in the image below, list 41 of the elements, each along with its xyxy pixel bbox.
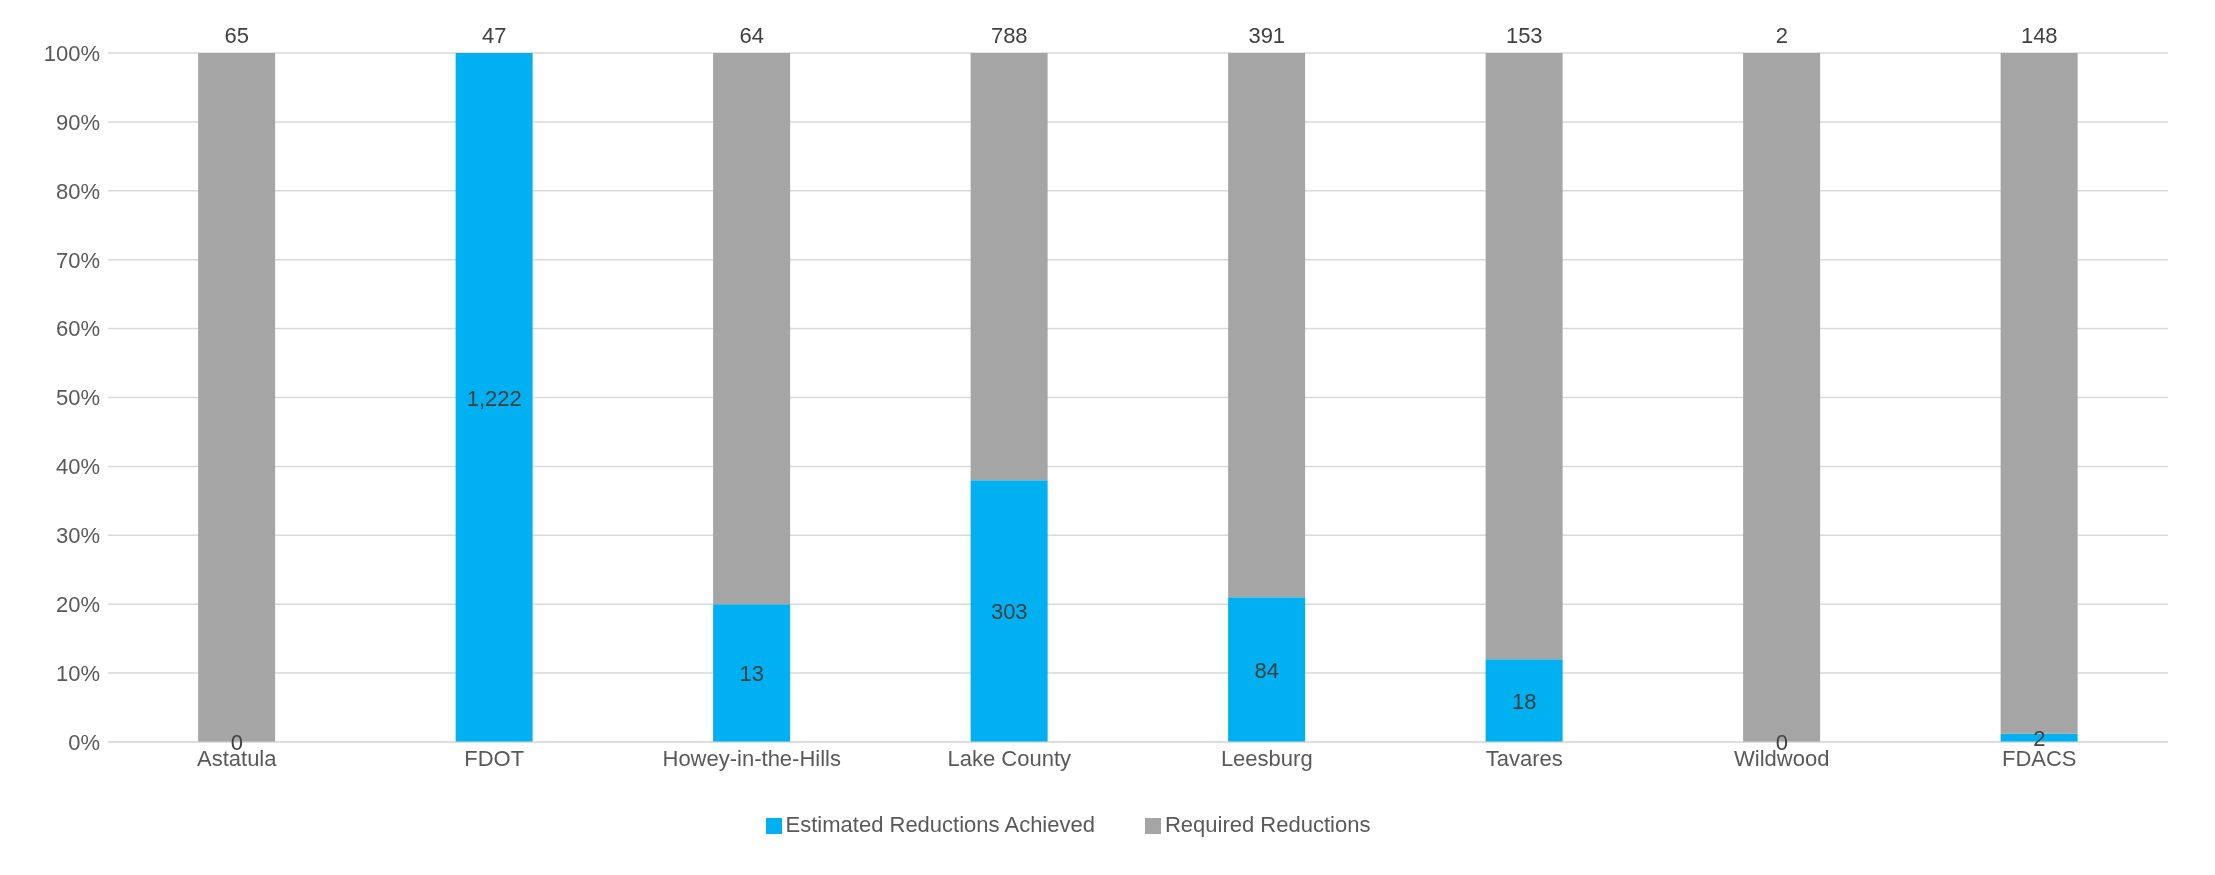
x-tick-label: FDOT (464, 745, 525, 771)
y-tick-label: 80% (55, 178, 100, 204)
y-tick-label: 40% (55, 454, 100, 480)
bar (1228, 597, 1306, 742)
y-tick-label: 70% (55, 247, 100, 273)
y-tick-label: 100% (43, 40, 100, 66)
y-tick-label: 90% (55, 109, 100, 135)
bar (1485, 53, 1563, 660)
annotation: 18 (1512, 688, 1537, 714)
bar (1485, 659, 1563, 742)
bar (970, 480, 1048, 742)
annotation: 47 (482, 23, 507, 48)
y-tick-label: 10% (55, 660, 100, 686)
annotation: 65 (224, 23, 249, 48)
annotation: 788 (990, 23, 1028, 48)
x-tick-label: Lake County (947, 745, 1072, 771)
bar (1228, 53, 1306, 598)
annotation: 2 (1775, 23, 1788, 48)
annotation: 84 (1254, 657, 1279, 683)
y-tick-label: 20% (55, 592, 100, 618)
bar (713, 604, 791, 742)
legend-label: Required Reductions (1164, 812, 1371, 837)
annotation: 13 (739, 661, 764, 687)
x-tick-label: Howey-in-the-Hills (662, 745, 841, 771)
y-tick-label: 0% (68, 729, 100, 755)
x-tick-label: Tavares (1485, 745, 1563, 771)
annotation: 1,222 (466, 385, 522, 411)
bar (455, 53, 533, 742)
x-tick-label: Leesburg (1220, 745, 1313, 771)
legend-label: Estimated Reductions Achieved (785, 812, 1095, 837)
y-tick-label: 60% (55, 316, 100, 342)
y-tick-label: 50% (55, 385, 100, 411)
annotation: 64 (739, 23, 764, 48)
annotation: 153 (1505, 23, 1543, 48)
annotation: 303 (990, 599, 1028, 625)
annotation: 148 (2020, 23, 2058, 48)
bar (713, 53, 791, 605)
annotation: 391 (1248, 23, 1286, 48)
y-tick-label: 30% (55, 523, 100, 549)
x-tick-label: FDACS (2001, 745, 2077, 771)
bar (970, 53, 1048, 481)
